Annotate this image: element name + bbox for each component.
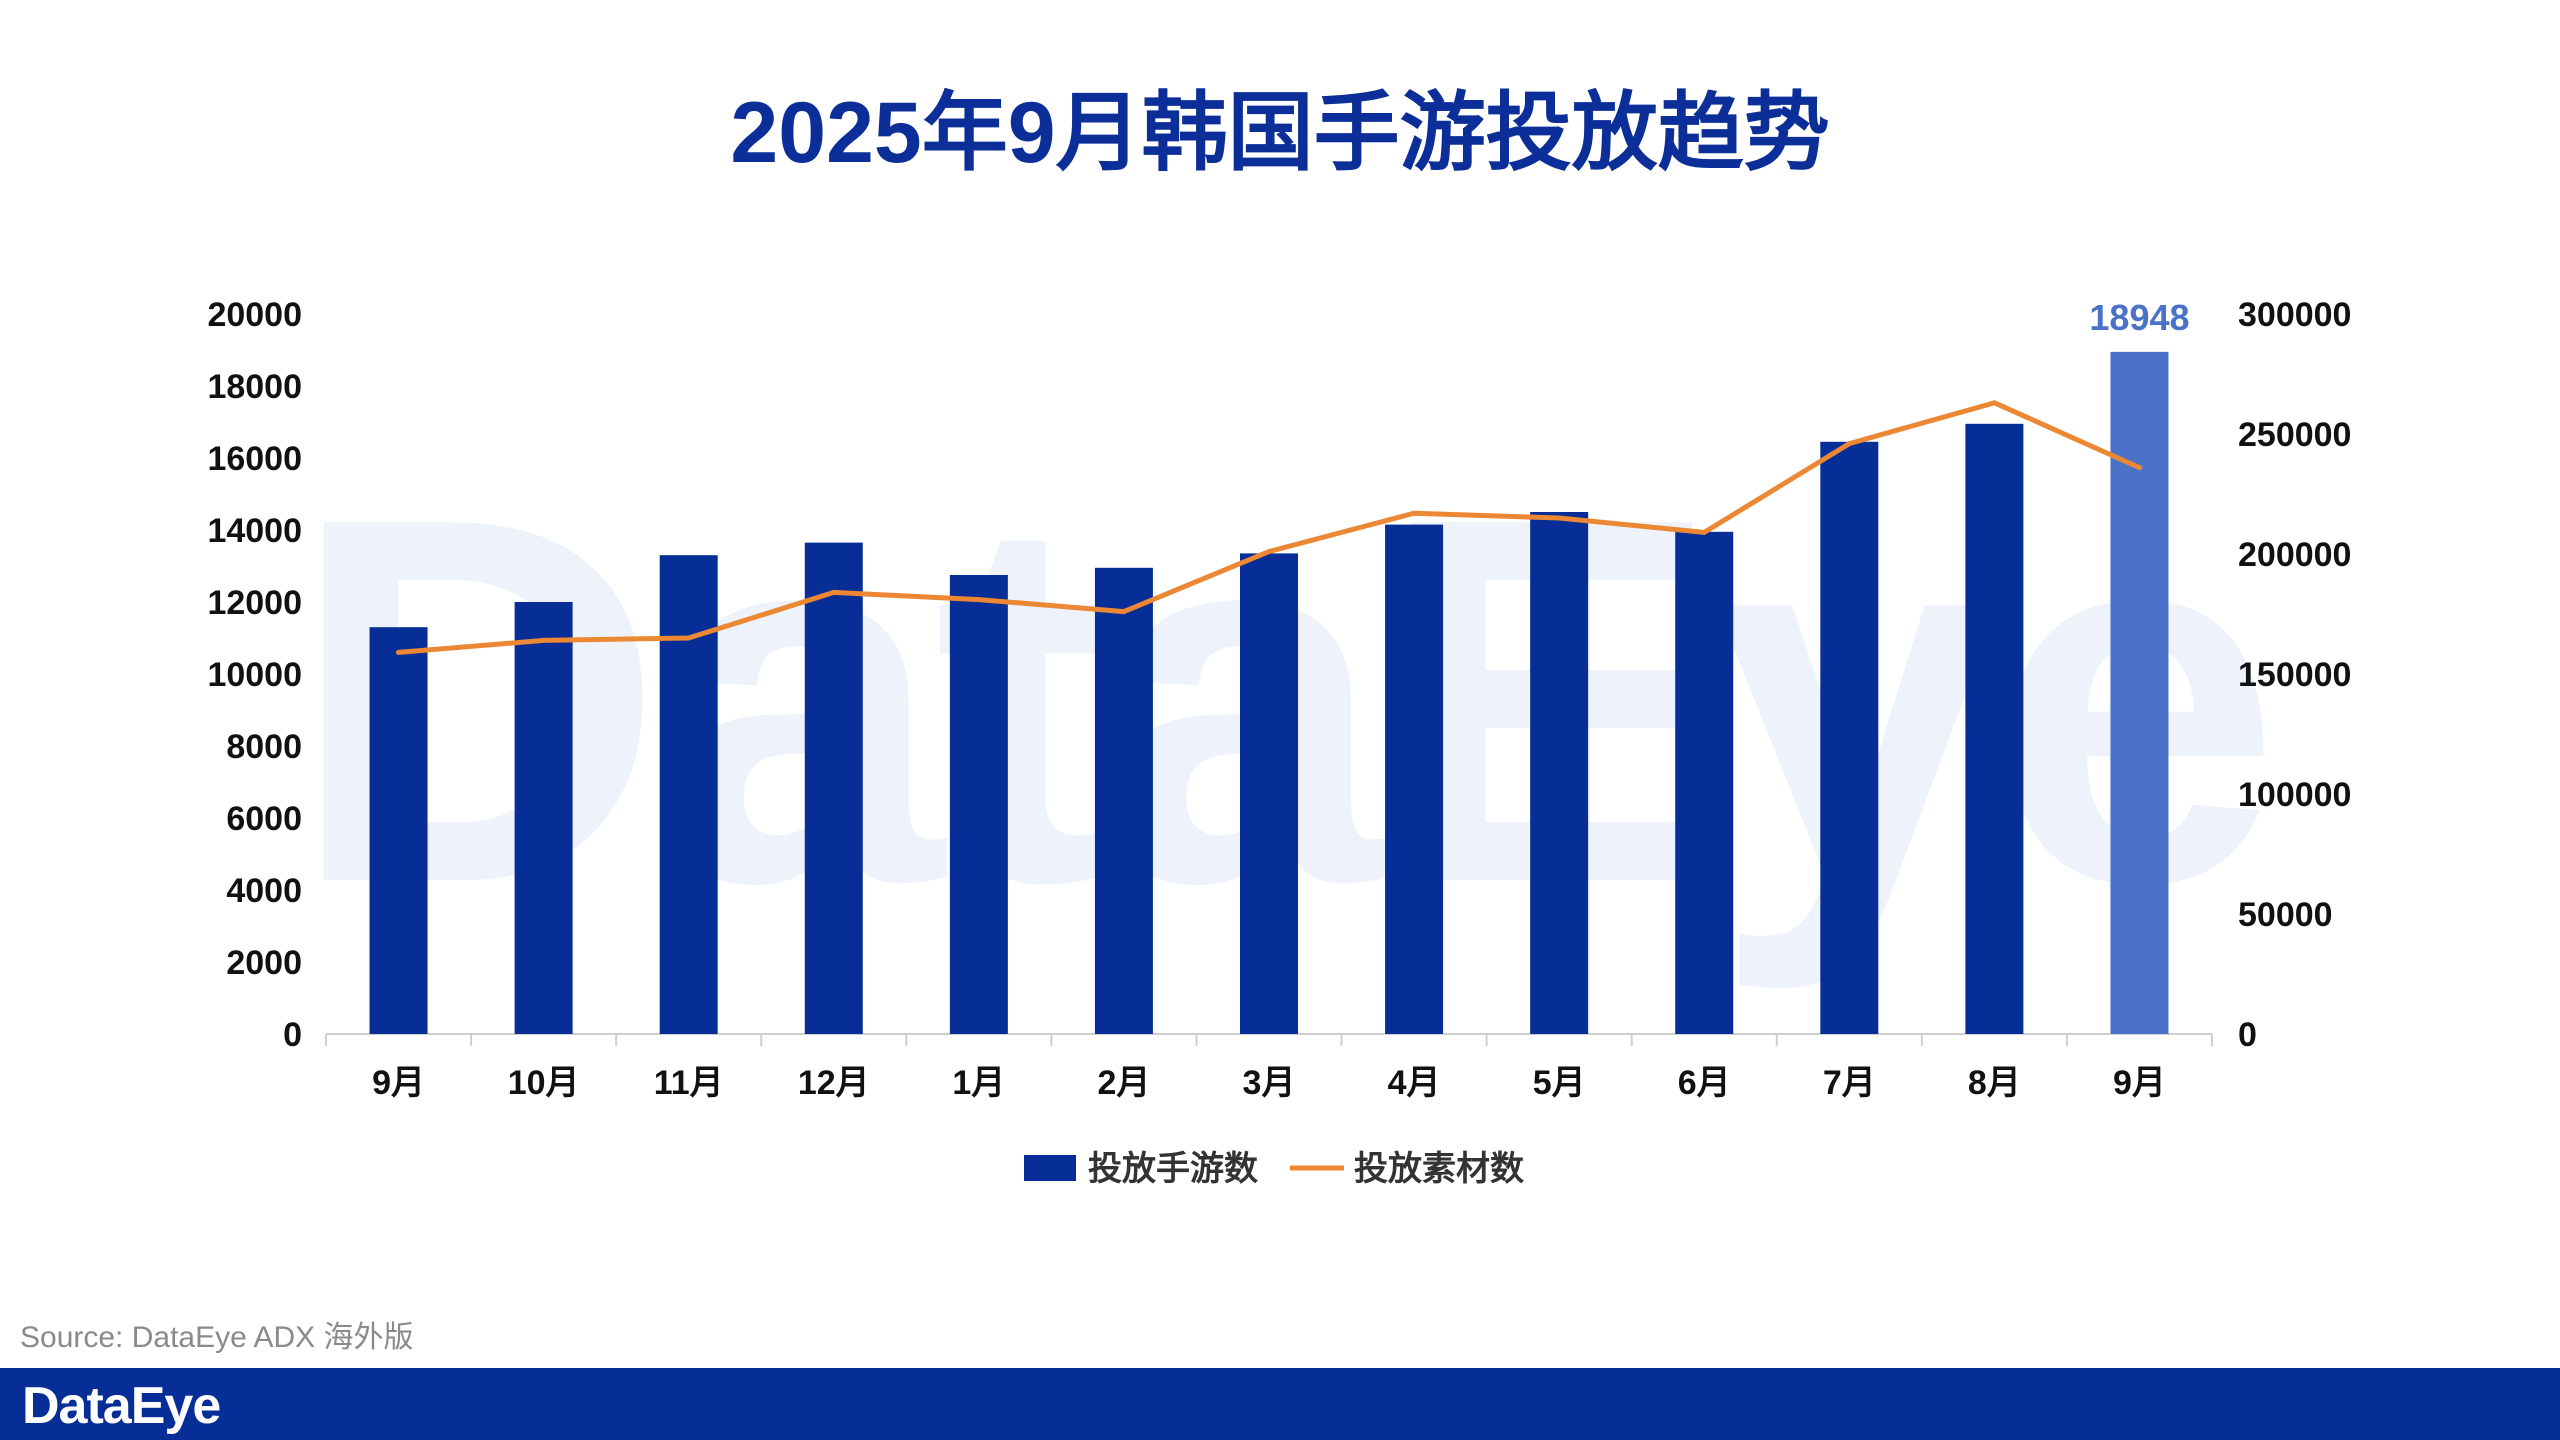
- y-right-tick-label: 300000: [2238, 296, 2351, 334]
- bar-10: [1820, 441, 1879, 1034]
- line-point-10: [1846, 441, 1852, 447]
- y-left-tick-label: 0: [283, 1016, 302, 1054]
- x-category-label: 8月: [1968, 1064, 2021, 1102]
- x-category-label: 11月: [654, 1064, 724, 1102]
- x-category-label: 6月: [1678, 1064, 1731, 1102]
- x-category-label: 2月: [1097, 1064, 1150, 1102]
- bar-11: [1965, 423, 2024, 1034]
- bar-2: [659, 555, 718, 1034]
- y-right-tick-label: 250000: [2238, 416, 2351, 454]
- source-note: Source: DataEye ADX 海外版: [20, 1321, 414, 1354]
- line-series: [396, 400, 2142, 655]
- y-left-tick-label: 14000: [207, 512, 302, 550]
- line-point-8: [1556, 515, 1562, 521]
- y-left-tick-label: 2000: [226, 944, 302, 982]
- y-axis-right: 0 50000 100000 150000 200000 250000 300000: [2238, 296, 2351, 1054]
- bar-8: [1530, 512, 1589, 1034]
- legend-label-line: 投放素材数: [1354, 1150, 1524, 1188]
- line-point-4: [976, 597, 982, 603]
- line-point-9: [1701, 529, 1707, 535]
- y-right-tick-label: 50000: [2238, 896, 2333, 934]
- bar-1: [514, 602, 573, 1034]
- x-category-label: 12月: [798, 1064, 870, 1102]
- legend: 投放手游数 投放素材数: [1024, 1150, 1524, 1188]
- y-axis-left: 0 2000 4000 6000 8000 10000 12000 14000 16000 180…: [207, 296, 302, 1054]
- bar-0: [369, 627, 428, 1034]
- y-right-tick-label: 0: [2238, 1016, 2257, 1054]
- x-category-label: 9月: [372, 1064, 425, 1102]
- y-left-tick-label: 18000: [207, 368, 302, 406]
- legend-swatch-bars: [1024, 1155, 1076, 1181]
- line-point-3: [831, 589, 837, 595]
- y-right-tick-label: 200000: [2238, 536, 2351, 574]
- line-point-11: [1991, 400, 1997, 406]
- line-point-1: [541, 637, 547, 643]
- line-point-0: [396, 649, 402, 655]
- bar-3: [804, 542, 863, 1034]
- y-left-tick-label: 6000: [226, 800, 302, 838]
- bar-5: [1094, 567, 1153, 1034]
- x-category-label: 10月: [508, 1064, 580, 1102]
- x-category-label: 3月: [1243, 1064, 1296, 1102]
- footer-brand-logo: DataEye: [22, 1377, 220, 1435]
- x-category-label: 4月: [1388, 1064, 1441, 1102]
- bar-9: [1675, 531, 1734, 1034]
- bar-12: [2110, 351, 2169, 1034]
- bar-6: [1240, 553, 1298, 1034]
- line-point-5: [1121, 609, 1127, 615]
- y-left-tick-label: 20000: [207, 296, 302, 334]
- y-right-tick-label: 150000: [2238, 656, 2351, 694]
- line-point-2: [686, 635, 692, 641]
- bar-series: [369, 351, 2169, 1034]
- bar-7: [1385, 524, 1444, 1034]
- highlight-data-label: 18948: [2089, 297, 2189, 338]
- y-left-tick-label: 12000: [207, 584, 302, 622]
- x-category-label: 5月: [1533, 1064, 1586, 1102]
- bar-4: [949, 575, 1008, 1034]
- x-axis-labels: 9月 10月 11月 12月 1月 2月 3月 4月 5月 6月 7月 8月 9月: [372, 1064, 2166, 1102]
- line-point-7: [1411, 510, 1417, 516]
- x-category-label: 7月: [1823, 1064, 1876, 1102]
- x-axis-ticks: [325, 1034, 2213, 1046]
- y-left-tick-label: 4000: [226, 872, 302, 910]
- footer-bar: [0, 1368, 2560, 1440]
- legend-label-bars: 投放手游数: [1088, 1150, 1258, 1188]
- chart-title: 2025年9月韩国手游投放趋势: [730, 85, 1829, 181]
- y-left-tick-label: 16000: [207, 440, 302, 478]
- y-left-tick-label: 10000: [207, 656, 302, 694]
- y-right-tick-label: 100000: [2238, 776, 2351, 814]
- x-category-label: 9月: [2113, 1064, 2166, 1102]
- y-left-tick-label: 8000: [226, 728, 302, 766]
- line-point-6: [1266, 549, 1272, 555]
- x-category-label: 1月: [952, 1064, 1005, 1102]
- line-point-12: [2136, 465, 2142, 471]
